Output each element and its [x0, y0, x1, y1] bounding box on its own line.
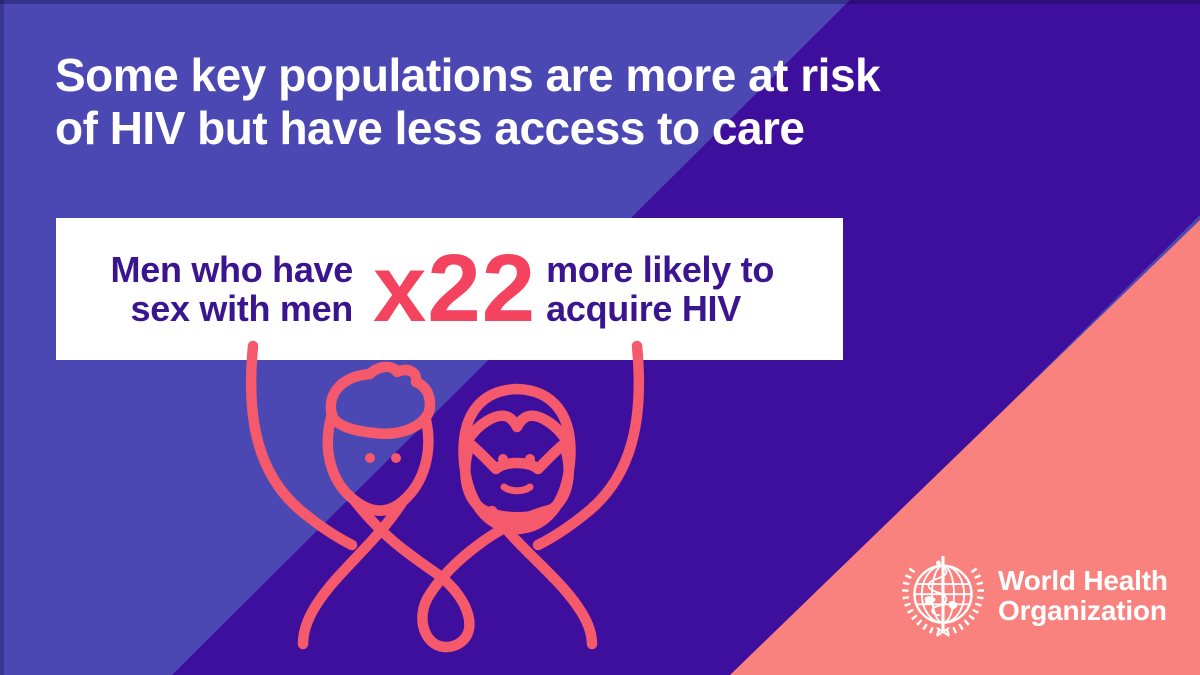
population-line-1: Men who have — [110, 249, 354, 290]
headline-line-2: of HIV but have less access to care — [55, 102, 805, 154]
stat-banner: Men who have sex with men x22 more likel… — [56, 218, 843, 360]
left-man-eye-left — [365, 453, 375, 463]
laurel-stems — [936, 627, 950, 637]
who-logo: World Health Organization — [897, 550, 1168, 642]
left-edge-shade — [0, 0, 4, 675]
population-label: Men who have sex with men — [56, 249, 354, 329]
globe-landmass-right — [948, 600, 957, 610]
headline: Some key populations are more at risk of… — [55, 49, 881, 155]
population-line-2: sex with men — [130, 288, 354, 329]
top-edge-shade — [0, 0, 1200, 4]
serpent-head — [936, 560, 941, 566]
outcome-line-1: more likely to — [546, 249, 775, 290]
globe-landmass-left — [924, 596, 936, 605]
headline-line-1: Some key populations are more at risk — [55, 49, 881, 101]
who-wordmark-line-1: World Health — [998, 565, 1168, 596]
who-emblem-icon — [902, 555, 984, 637]
who-wordmark-line-2: Organization — [998, 595, 1167, 626]
multiplier-value: x22 — [373, 235, 537, 342]
who-wordmark: World Health Organization — [998, 566, 1168, 626]
outcome-line-2: acquire HIV — [546, 288, 741, 329]
staff-serpent — [927, 563, 948, 617]
outcome-label: more likely to acquire HIV — [546, 250, 774, 328]
left-man-hair — [325, 361, 436, 439]
